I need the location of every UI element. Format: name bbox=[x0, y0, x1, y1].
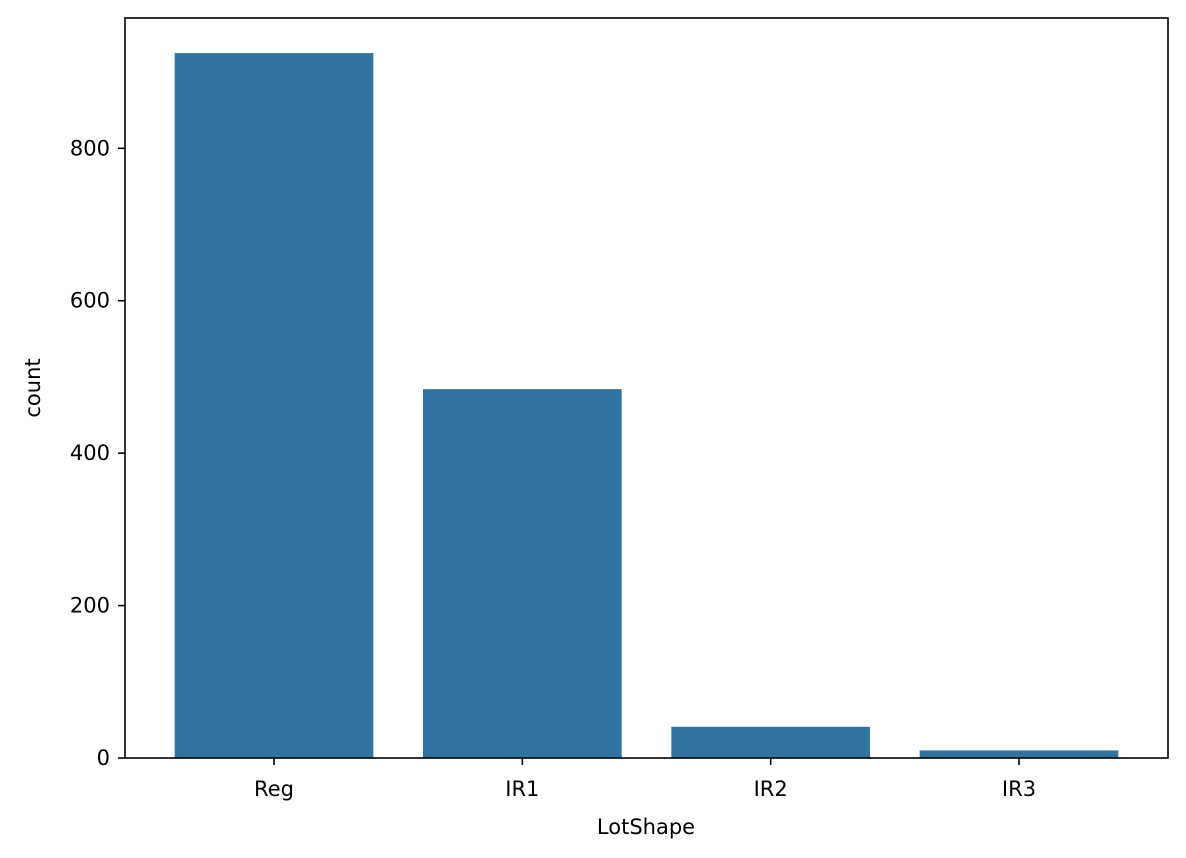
bar-ir1 bbox=[423, 389, 622, 758]
x-tick-label: IR2 bbox=[754, 777, 788, 801]
y-tick-label: 200 bbox=[70, 594, 110, 618]
y-tick-label: 600 bbox=[70, 289, 110, 313]
x-tick-label: IR3 bbox=[1002, 777, 1036, 801]
y-axis-label: count bbox=[21, 358, 45, 417]
bar-ir2 bbox=[671, 726, 870, 758]
y-tick-label: 0 bbox=[97, 746, 110, 770]
x-tick-label: IR1 bbox=[505, 777, 539, 801]
bars-group bbox=[174, 53, 1119, 759]
x-tick-label: Reg bbox=[254, 777, 294, 801]
bar-ir3 bbox=[919, 750, 1119, 758]
x-axis-label: LotShape bbox=[597, 815, 695, 839]
y-axis-ticks: 0 200 400 600 800 bbox=[70, 136, 125, 770]
plot-frame bbox=[124, 17, 1169, 759]
y-tick-label: 800 bbox=[70, 136, 110, 160]
y-tick-label: 400 bbox=[70, 441, 110, 465]
x-axis-ticks: Reg IR1 IR2 IR3 bbox=[254, 758, 1036, 801]
bar-reg bbox=[174, 53, 374, 759]
